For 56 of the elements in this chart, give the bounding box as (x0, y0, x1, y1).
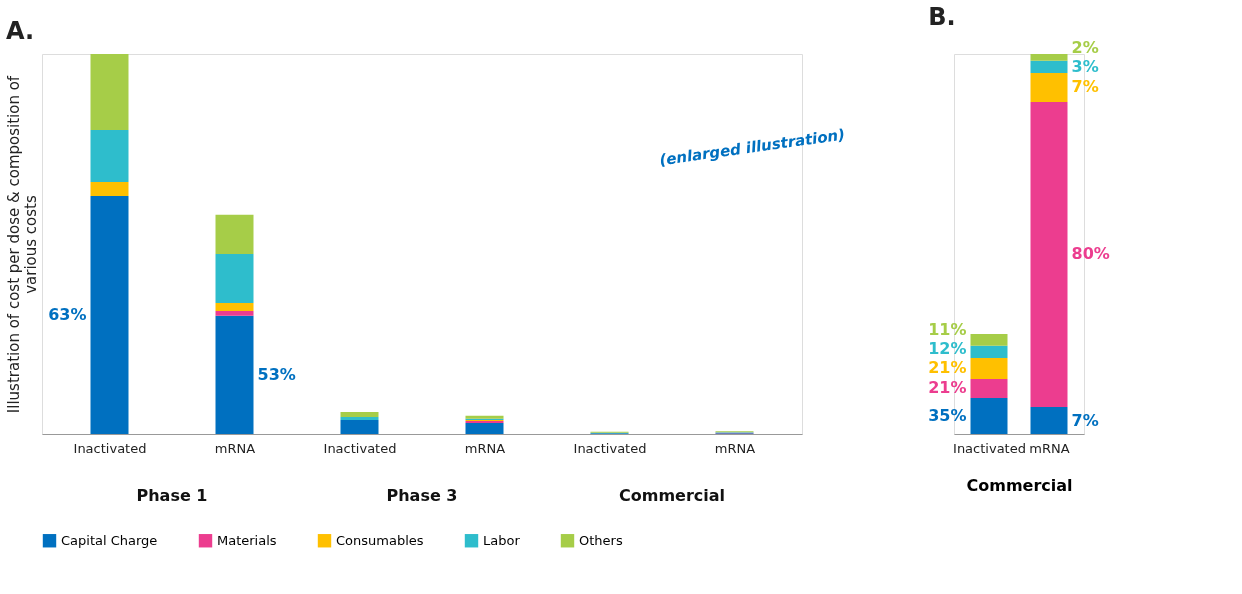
legend-label: Labor (483, 532, 521, 548)
x-tick-label: mRNA (214, 440, 256, 456)
legend-label: Capital Charge (61, 532, 158, 548)
bar (970, 358, 1008, 379)
x-tick-label: Inactivated (573, 440, 647, 456)
bar (340, 411, 379, 417)
chart-title: B. (928, 2, 956, 31)
bar (1030, 54, 1068, 61)
chart-title: A. (6, 17, 35, 45)
x-axis-title: Commercial (966, 475, 1073, 495)
annotation: 21% (928, 378, 967, 398)
bar (215, 302, 254, 311)
bar (1030, 73, 1068, 102)
annotation: 7% (1071, 77, 1099, 97)
y-axis-title: Illustration of cost per dose & composition of various costs (4, 75, 40, 414)
bar (215, 214, 254, 254)
bar (90, 130, 129, 183)
bar (1030, 101, 1068, 408)
x-tick-label: Inactivated (73, 440, 147, 456)
bar (215, 253, 254, 303)
text: Phase 3 (386, 486, 458, 505)
bar (90, 196, 129, 434)
bar (1030, 60, 1068, 73)
x-tick-label: mRNA (1029, 440, 1070, 456)
x-tick-label: Inactivated (953, 440, 1026, 456)
bar (970, 378, 1008, 398)
annotation: 35% (928, 405, 967, 425)
annotation: (enlarged illustration) (658, 125, 847, 170)
annotation: 12% (928, 339, 967, 359)
annotation: 21% (928, 358, 967, 378)
bar (1030, 407, 1068, 434)
legend-label: Others (579, 532, 623, 548)
annotation: 53% (257, 364, 296, 384)
bar (970, 397, 1008, 434)
x-tick-label: Inactivated (323, 440, 397, 456)
text: Commercial (618, 486, 726, 505)
bar (215, 310, 254, 316)
annotation: 3% (1071, 56, 1099, 76)
legend-label: Materials (217, 532, 277, 548)
annotation: 2% (1071, 37, 1099, 57)
text: Phase 1 (136, 486, 208, 505)
legend-label: Consumables (336, 532, 424, 548)
bar (215, 315, 254, 434)
annotation: 63% (48, 305, 87, 325)
x-tick-label: mRNA (464, 440, 506, 456)
bar (340, 419, 379, 434)
bar (970, 345, 1008, 358)
annotation: 11% (928, 320, 967, 340)
bar (90, 182, 129, 197)
bar (90, 54, 129, 130)
bar (340, 416, 379, 420)
x-tick-label: mRNA (714, 440, 756, 456)
annotation: 80% (1071, 244, 1110, 264)
annotation: 7% (1071, 410, 1099, 430)
bar (465, 422, 504, 434)
bar (970, 334, 1008, 346)
